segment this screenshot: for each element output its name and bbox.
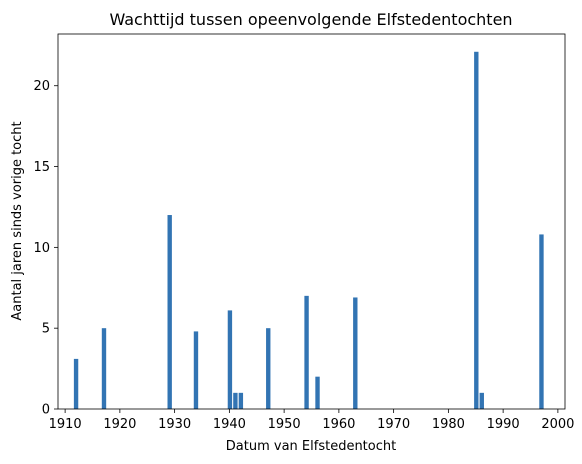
y-tick-label: 0: [42, 403, 50, 418]
x-tick-label: 1970: [377, 417, 410, 432]
bar-10: [353, 297, 358, 409]
y-tick-label: 15: [33, 160, 50, 175]
x-tick-label: 2000: [541, 417, 574, 432]
bar-1: [101, 328, 107, 409]
x-tick-label: 1950: [268, 417, 301, 432]
x-axis-label: Datum van Elfstedentocht: [226, 439, 396, 454]
bar-13: [539, 234, 544, 409]
bar-6: [238, 392, 244, 409]
bar-11: [474, 51, 479, 409]
x-tick-label: 1910: [49, 417, 82, 432]
bar-12: [479, 392, 484, 409]
plot-frame: [57, 33, 566, 410]
x-tick-label: 1920: [103, 417, 136, 432]
y-axis-label: Aantal jaren sinds vorige tocht: [10, 121, 25, 320]
bar-8: [304, 295, 309, 409]
y-tick-label: 20: [33, 79, 50, 94]
x-tick-label: 1960: [322, 417, 355, 432]
y-tick-label: 10: [33, 241, 50, 256]
chart-title: Wachttijd tussen opeenvolgende Elfsteden…: [109, 10, 512, 29]
bar-0: [73, 358, 79, 409]
bar-2: [167, 215, 172, 409]
x-tick-label: 1980: [432, 417, 465, 432]
x-axis-ticks: 1910 1920 1930 1940 1950 1960 1970 1980 1990 2000: [49, 409, 574, 432]
bar-3: [193, 331, 199, 409]
bar-9: [315, 376, 320, 409]
x-tick-label: 1990: [487, 417, 520, 432]
x-tick-label: 1940: [213, 417, 246, 432]
bars: [73, 51, 544, 409]
y-tick-label: 5: [42, 322, 50, 337]
bar-4: [227, 310, 233, 409]
x-tick-label: 1930: [158, 417, 191, 432]
bar-7: [266, 328, 271, 409]
y-axis-ticks: 0 5 10 15 20: [33, 79, 58, 418]
bar-5: [233, 392, 238, 409]
